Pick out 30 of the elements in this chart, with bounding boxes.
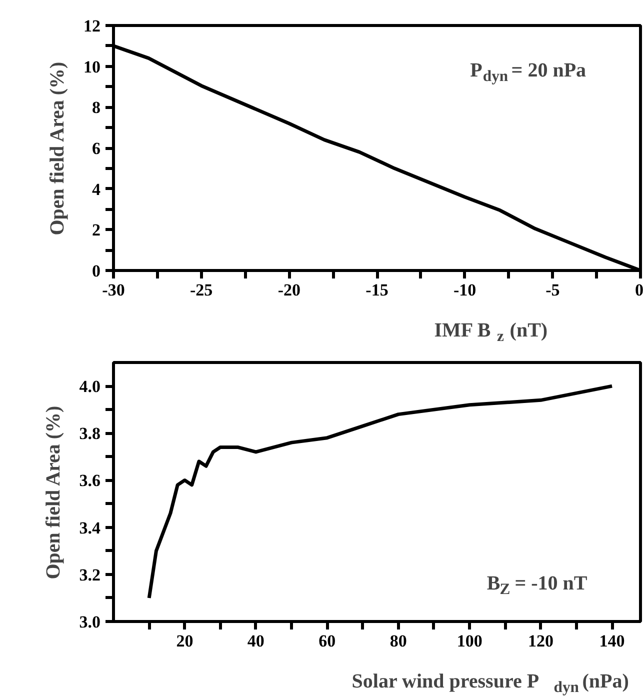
y-tick-label: 2 <box>92 220 100 240</box>
y-tick-label: 3.6 <box>79 471 100 490</box>
x-tick-label: -20 <box>278 280 301 300</box>
y-tick-label: 3.2 <box>79 565 100 584</box>
y-tick-label: 3.0 <box>79 612 100 632</box>
y-tick-label: 3.4 <box>79 518 101 538</box>
y-tick-label: 4.0 <box>79 377 100 396</box>
x-tick-label: 0 <box>635 280 643 300</box>
y-axis-title: Open field Area (%) <box>42 406 64 580</box>
x-tick-label: -10 <box>454 280 476 300</box>
x-tick-label: -30 <box>102 280 125 300</box>
x-tick-label: -25 <box>190 280 213 300</box>
x-tick-label: 140 <box>599 632 625 650</box>
y-tick-label: 0 <box>92 262 100 280</box>
y-tick-label: 8 <box>92 98 100 118</box>
y-tick-label: 12 <box>84 16 100 36</box>
x-tick-label: 40 <box>247 632 264 650</box>
x-tick-label: -15 <box>366 280 388 300</box>
x-tick-label: 60 <box>318 632 336 650</box>
y-tick-label: 4 <box>92 180 101 199</box>
line-series <box>147 384 614 600</box>
y-tick-label: 6 <box>92 139 100 158</box>
x-tick-label: -5 <box>546 280 560 300</box>
y-tick-label: 3.8 <box>79 424 100 444</box>
x-tick-label: 120 <box>528 632 554 650</box>
y-tick-label: 10 <box>84 57 100 76</box>
y-axis-title: Open field Area (%) <box>46 62 68 236</box>
x-tick-label: 80 <box>390 632 407 650</box>
x-tick-label: 100 <box>456 632 482 650</box>
x-tick-label: 20 <box>176 632 194 650</box>
